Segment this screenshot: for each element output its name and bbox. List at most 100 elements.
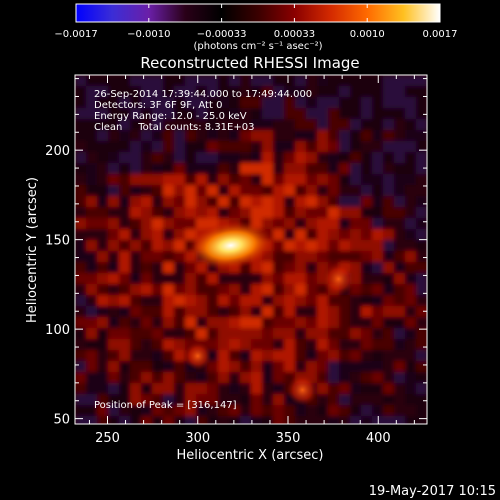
heatmap-cell	[284, 306, 296, 318]
heatmap-cell	[86, 152, 98, 164]
heatmap-cell	[284, 229, 296, 241]
heatmap-cell	[141, 152, 153, 164]
heatmap-cell	[119, 207, 131, 219]
heatmap-cell	[97, 416, 109, 424]
heatmap-cell	[383, 317, 395, 329]
heatmap-cell	[86, 207, 98, 219]
heatmap-cell	[262, 152, 274, 164]
heatmap-cell	[295, 152, 307, 164]
heatmap-cell	[295, 97, 307, 109]
heatmap-cell	[284, 185, 296, 197]
heatmap-cell	[284, 141, 296, 153]
heatmap-cell	[383, 97, 395, 109]
heatmap-cell	[75, 97, 87, 109]
heatmap-cell	[306, 251, 318, 263]
heatmap-image	[75, 75, 427, 424]
heatmap-cell	[295, 229, 307, 241]
heatmap-cell	[328, 207, 340, 219]
heatmap-cell	[163, 405, 175, 417]
heatmap-cell	[141, 394, 153, 406]
heatmap-cell	[75, 284, 87, 296]
heatmap-cell	[383, 262, 395, 274]
heatmap-cell	[196, 163, 208, 175]
heatmap-cell	[284, 218, 296, 230]
heatmap-cell	[350, 218, 362, 230]
heatmap-cell	[383, 383, 395, 395]
heatmap-cell	[284, 361, 296, 373]
heatmap-cell	[152, 163, 164, 175]
heatmap-cell	[185, 196, 197, 208]
heatmap-cell	[108, 317, 120, 329]
heatmap-cell	[240, 119, 252, 131]
heatmap-cell	[141, 317, 153, 329]
heatmap-cell	[229, 306, 241, 318]
heatmap-cell	[152, 108, 164, 120]
heatmap-cell	[108, 174, 120, 186]
heatmap-cell	[273, 251, 285, 263]
heatmap-cell	[196, 130, 208, 142]
heatmap-cell	[405, 130, 417, 142]
heatmap-cell	[328, 416, 340, 424]
heatmap-cell	[141, 361, 153, 373]
heatmap-cell	[251, 350, 263, 362]
heatmap-cell	[152, 306, 164, 318]
heatmap-cell	[273, 174, 285, 186]
heatmap-cell	[383, 240, 395, 252]
heatmap-cell	[251, 317, 263, 329]
heatmap-cell	[295, 361, 307, 373]
heatmap-cell	[97, 295, 109, 307]
heatmap-cell	[317, 185, 329, 197]
heatmap-cell	[361, 295, 373, 307]
heatmap-cell	[240, 306, 252, 318]
heatmap-cell	[207, 152, 219, 164]
heatmap-cell	[207, 394, 219, 406]
heatmap-cell	[317, 317, 329, 329]
heatmap-cell	[108, 273, 120, 285]
heatmap-cell	[361, 317, 373, 329]
heatmap-cell	[119, 152, 131, 164]
heatmap-cell	[328, 196, 340, 208]
heatmap-cell	[383, 174, 395, 186]
heatmap-cell	[141, 185, 153, 197]
heatmap-cell	[273, 317, 285, 329]
heatmap-cell	[152, 141, 164, 153]
heatmap-cell	[174, 251, 186, 263]
heatmap-cell	[350, 251, 362, 263]
heatmap-cell	[141, 119, 153, 131]
heatmap-cell	[394, 262, 406, 274]
heatmap-cell	[119, 339, 131, 351]
heatmap-cell	[372, 295, 384, 307]
heatmap-cell	[229, 141, 241, 153]
heatmap-cell	[119, 141, 131, 153]
heatmap-cell	[130, 394, 142, 406]
heatmap-cell	[86, 295, 98, 307]
heatmap-cell	[350, 119, 362, 131]
heatmap-cell	[229, 383, 241, 395]
heatmap-cell	[174, 405, 186, 417]
heatmap-cell	[130, 163, 142, 175]
colorbar-tick-label: −0.0017	[54, 29, 97, 40]
heatmap-cell	[86, 130, 98, 142]
heatmap-cell	[130, 328, 142, 340]
heatmap-cell	[152, 251, 164, 263]
heatmap-cell	[130, 317, 142, 329]
heatmap-cell	[273, 394, 285, 406]
heatmap-cell	[163, 207, 175, 219]
heatmap-cell	[86, 405, 98, 417]
heatmap-cell	[218, 119, 230, 131]
heatmap-cell	[262, 383, 274, 395]
heatmap-cell	[339, 350, 351, 362]
heatmap-cell	[339, 306, 351, 318]
heatmap-cell	[119, 75, 131, 87]
heatmap-cell	[306, 141, 318, 153]
heatmap-cell	[240, 196, 252, 208]
heatmap-cell	[207, 207, 219, 219]
heatmap-cell	[196, 75, 208, 87]
heatmap-cell	[306, 218, 318, 230]
heatmap-cell	[108, 350, 120, 362]
heatmap-cell	[152, 328, 164, 340]
heatmap-cell	[185, 383, 197, 395]
secondary-source	[286, 374, 319, 406]
heatmap-cell	[295, 339, 307, 351]
heatmap-cell	[394, 119, 406, 131]
